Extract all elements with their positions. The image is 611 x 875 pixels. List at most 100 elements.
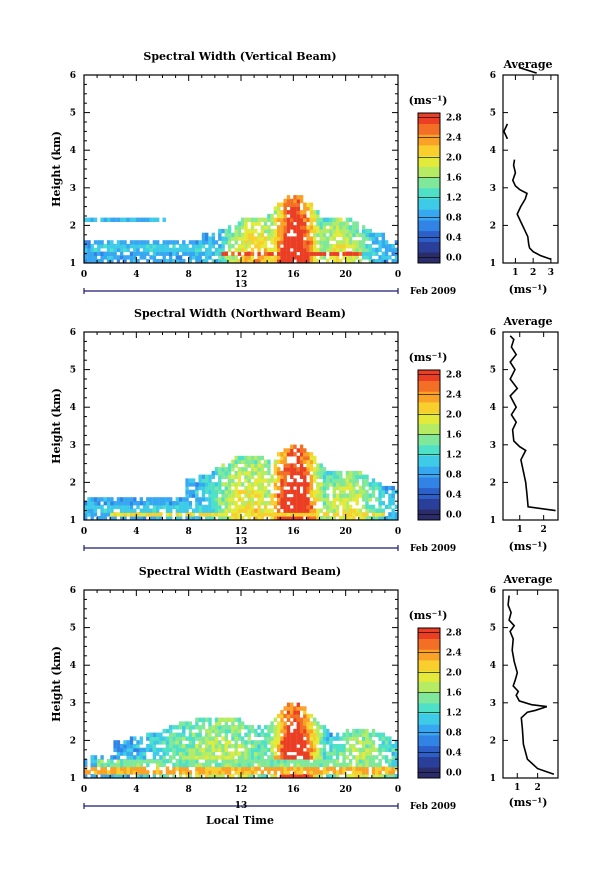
heatmap-cell — [250, 474, 255, 479]
heatmap-cell — [234, 770, 238, 775]
heatmap-cell — [299, 717, 304, 722]
heatmap-cell — [348, 504, 353, 510]
heatmap-cell — [178, 244, 183, 249]
heatmap-cell — [182, 497, 186, 502]
heatmap-cell — [348, 470, 353, 476]
heatmap-cell — [322, 240, 327, 245]
heatmap-cell — [293, 728, 297, 734]
heatmap-cell — [267, 213, 271, 219]
heatmap-cell — [322, 504, 327, 510]
heatmap-cell — [263, 240, 268, 245]
heatmap-cell — [345, 470, 350, 476]
heatmap-cell — [254, 228, 258, 234]
heatmap-cell — [313, 236, 317, 241]
heatmap-cell — [100, 255, 104, 260]
heatmap-cell — [211, 501, 215, 506]
heatmap-cell — [270, 497, 274, 502]
heatmap-cell — [299, 501, 304, 506]
heatmap-cell — [319, 221, 323, 226]
heatmap-cell — [365, 478, 369, 483]
heatmap-cell — [263, 493, 268, 498]
heatmap-cell — [355, 732, 359, 737]
heatmap-cell — [227, 482, 232, 487]
heatmap-cell — [97, 759, 101, 764]
heatmap-cell — [368, 504, 372, 510]
heatmap-cell — [126, 770, 130, 775]
heatmap-cell — [237, 736, 242, 741]
heatmap-cell — [375, 251, 379, 256]
heatmap-cell — [201, 762, 206, 768]
heatmap-cell — [335, 251, 340, 256]
heatmap-cell — [237, 751, 242, 756]
heatmap-cell — [384, 770, 389, 775]
heatmap-cell — [201, 489, 206, 495]
heatmap-cell — [188, 478, 193, 483]
heatmap-cell — [257, 221, 261, 226]
heatmap-cell — [84, 504, 88, 510]
heatmap-cell — [342, 508, 346, 513]
heatmap-cell — [299, 504, 304, 510]
heatmap-cell — [362, 774, 366, 778]
heatmap-cell — [368, 236, 372, 241]
heatmap-cell — [355, 251, 359, 256]
heatmap-cell — [267, 766, 271, 771]
heatmap-cell — [224, 485, 228, 491]
heatmap-cell — [273, 210, 278, 215]
heatmap-cell — [263, 508, 268, 513]
heatmap-cell — [293, 213, 297, 219]
heatmap-cell — [156, 247, 160, 253]
heatmap-cell — [175, 747, 179, 753]
heatmap-cell — [133, 762, 137, 768]
heatmap-cell — [384, 244, 389, 249]
heatmap-cell — [208, 244, 212, 249]
heatmap-cell — [273, 232, 278, 238]
heatmap-cell — [303, 255, 307, 260]
heatmap-cell — [388, 504, 392, 510]
heatmap-cell — [263, 766, 268, 771]
heatmap-cell — [322, 747, 327, 753]
heatmap-cell — [326, 244, 330, 249]
heatmap-cell — [250, 725, 255, 730]
heatmap-cell — [280, 710, 284, 715]
heatmap-cell — [280, 455, 284, 461]
heatmap-cell — [201, 747, 206, 753]
heatmap-cell — [182, 728, 186, 734]
heatmap-cell — [195, 743, 199, 749]
heatmap-cell — [299, 725, 304, 730]
heatmap-cell — [309, 766, 314, 771]
heatmap-cell — [303, 759, 307, 764]
heatmap-cell — [182, 721, 186, 726]
heatmap-cell — [254, 508, 258, 513]
heatmap-cell — [394, 504, 398, 510]
heatmap-cell — [384, 774, 389, 778]
heatmap-cell — [231, 728, 235, 734]
heatmap-cell — [250, 740, 255, 745]
heatmap-cell — [368, 497, 372, 502]
heatmap-cell — [316, 766, 320, 771]
heatmap-cell — [97, 251, 101, 256]
heatmap-cell — [247, 478, 251, 483]
heatmap-cell — [303, 762, 307, 768]
heatmap-cell — [218, 732, 222, 737]
colorbar-swatch — [418, 498, 440, 510]
heatmap-cell — [93, 247, 98, 253]
y-tick-label: 1 — [70, 774, 76, 784]
heatmap-cell — [290, 240, 294, 245]
profile-y-tick-label: 1 — [490, 259, 496, 269]
heatmap-cell — [326, 221, 330, 226]
heatmap-cell — [309, 728, 314, 734]
heatmap-cell — [224, 259, 228, 263]
heatmap-cell — [116, 774, 121, 778]
heatmap-cell — [290, 244, 294, 249]
heatmap-cell — [260, 759, 264, 764]
heatmap-cell — [319, 732, 323, 737]
heatmap-cell — [191, 493, 196, 498]
heatmap-cell — [175, 508, 179, 513]
heatmap-cell — [214, 759, 219, 764]
heatmap-cell — [273, 743, 278, 749]
heatmap-cell — [110, 512, 114, 517]
heatmap-cell — [388, 740, 392, 745]
heatmap-cell — [322, 228, 327, 234]
heatmap-cell — [365, 770, 369, 775]
heatmap-cell — [296, 740, 300, 745]
